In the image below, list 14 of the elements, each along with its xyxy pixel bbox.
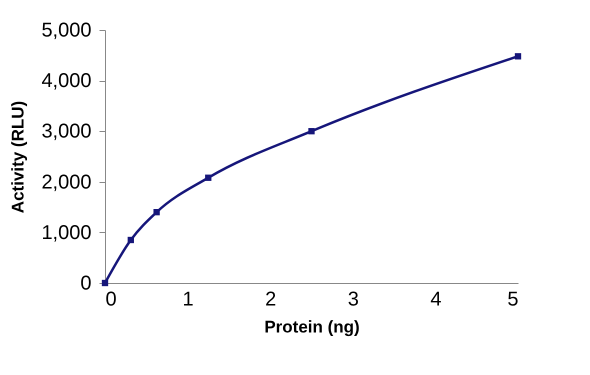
x-tick-label: 3 <box>348 288 359 310</box>
y-tick-label: 3,000 <box>41 120 92 143</box>
x-tick-label: 1 <box>182 288 194 310</box>
x-tick-label: 5 <box>507 288 518 310</box>
y-tick-label: 4,000 <box>41 70 92 92</box>
x-tick-label: 4 <box>430 288 442 310</box>
y-tick-label: 2,000 <box>41 171 92 194</box>
y-tick-label: 1,000 <box>41 222 92 244</box>
y-tick-label: 5,000 <box>41 20 92 42</box>
y-axis-title: Activity (RLU) <box>8 100 28 214</box>
x-tick-label: 2 <box>265 288 276 310</box>
y-tick-label: 0 <box>80 272 92 294</box>
x-axis-title: Protein (ng) <box>264 318 360 336</box>
x-tick-label: 0 <box>106 288 117 310</box>
